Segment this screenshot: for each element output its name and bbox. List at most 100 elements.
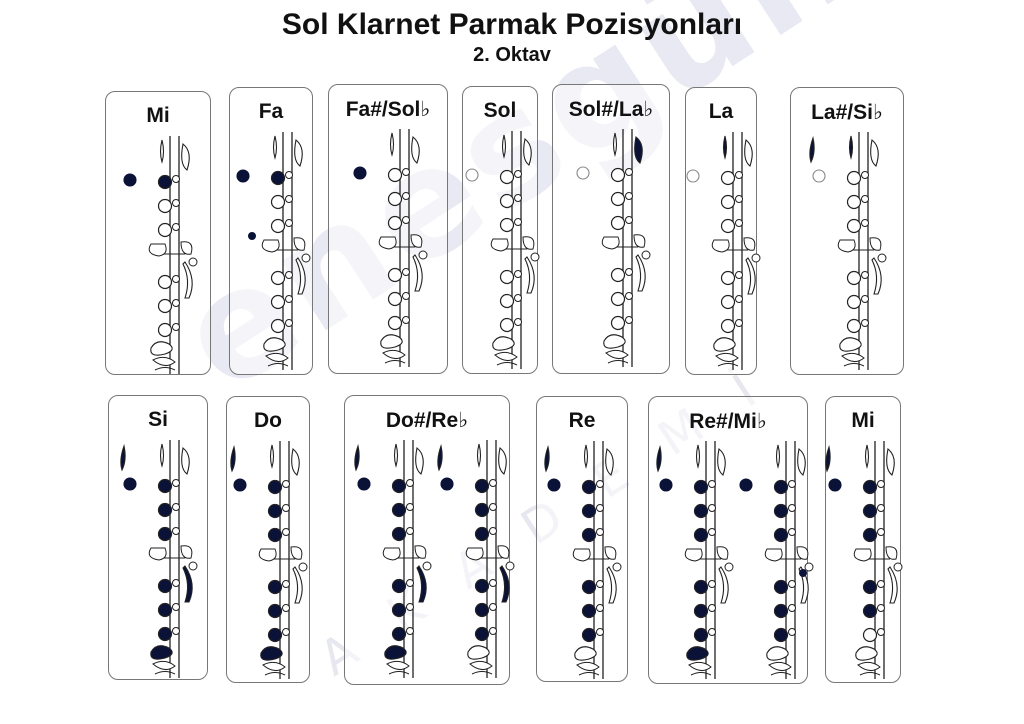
ring-key — [172, 503, 180, 511]
tone-hole-upper-3 — [157, 526, 173, 542]
trill-key — [612, 562, 622, 572]
thumb-hole — [233, 478, 247, 492]
tone-hole-upper-3 — [846, 218, 862, 234]
clarinet-diagram-1 — [825, 441, 903, 679]
tone-hole-lower-3 — [267, 627, 283, 643]
clarinet-diagram-1 — [230, 441, 308, 679]
note-label: Mi — [146, 104, 170, 127]
pinky-key-right — [386, 660, 410, 670]
thumb-hole — [123, 477, 137, 491]
ring-key — [861, 271, 869, 279]
note-label: Re#/Mi♭ — [689, 410, 767, 433]
trill-key — [188, 561, 198, 571]
trill-key — [530, 252, 540, 262]
tone-hole-lower-1 — [391, 578, 407, 594]
fingering-card: Do — [226, 396, 310, 683]
pinky-key-lower — [154, 671, 176, 675]
ring-key — [282, 528, 290, 536]
tone-hole-lower-3 — [581, 627, 597, 643]
ring-key — [402, 216, 410, 224]
pinky-key-right — [262, 661, 286, 671]
ring-key — [735, 219, 743, 227]
tone-hole-lower-1 — [693, 579, 709, 595]
right-side-key — [635, 254, 646, 292]
side-key-cluster — [410, 234, 423, 248]
note-label: Sol — [483, 99, 517, 122]
side-key-cluster — [261, 239, 280, 253]
right-side-key — [718, 566, 729, 604]
tone-hole-lower-3 — [610, 315, 626, 331]
fingering-card: Mi — [825, 396, 903, 683]
tone-hole-lower-2 — [720, 294, 736, 310]
ring-key — [788, 628, 796, 636]
side-key-cluster — [604, 546, 617, 560]
tone-hole-upper-1 — [387, 167, 403, 183]
tone-hole-upper-3 — [862, 527, 878, 543]
ring-key — [514, 318, 522, 326]
ring-key — [402, 316, 410, 324]
tone-hole-lower-3 — [846, 318, 862, 334]
tone-hole-upper-2 — [499, 193, 515, 209]
clarinet-diagram-1 — [353, 129, 428, 367]
tone-hole-upper-3 — [693, 527, 709, 543]
note-label: Sol#/La♭ — [568, 98, 654, 121]
tone-hole-upper-3 — [610, 215, 626, 231]
fingering-card: Fa — [229, 87, 313, 375]
ring-key — [282, 580, 290, 588]
clarinet-figure — [120, 440, 198, 678]
note-label: Do — [254, 409, 282, 432]
clarinet-diagram-1 — [544, 441, 622, 679]
fingering-card: Do#/Re♭ — [344, 395, 515, 685]
ring-key — [625, 292, 633, 300]
tone-hole-lower-1 — [610, 267, 626, 283]
thumb-hole — [686, 169, 700, 183]
ring-key — [596, 604, 604, 612]
side-key-cluster — [716, 546, 729, 560]
clarinet-diagram-1 — [354, 440, 432, 678]
pinky-key-lower — [388, 671, 410, 675]
tone-hole-upper-1 — [581, 479, 597, 495]
ring-key — [172, 323, 180, 331]
fingering-card: Mi — [105, 91, 211, 375]
thumb-hole — [357, 477, 371, 491]
side-key-cluster — [853, 548, 872, 562]
side-key-cluster — [382, 547, 401, 561]
clarinet-diagram-2 — [739, 441, 814, 679]
trill-key — [751, 253, 761, 263]
trill-key — [298, 562, 308, 572]
tone-hole-lower-3 — [157, 626, 173, 642]
tone-hole-upper-1 — [267, 479, 283, 495]
ring-key — [877, 504, 885, 512]
ring-key — [735, 319, 743, 327]
pinky-key-right — [605, 349, 629, 359]
ring-key — [735, 171, 743, 179]
ring-key — [489, 627, 497, 635]
right-side-key — [887, 566, 898, 604]
ring-key — [788, 528, 796, 536]
page-subtitle: 2. Oktav — [473, 44, 551, 66]
tone-hole-upper-2 — [474, 502, 490, 518]
register-key — [120, 443, 126, 472]
pinky-key-right — [469, 660, 493, 670]
tone-hole-lower-3 — [862, 627, 878, 643]
tone-hole-upper-3 — [773, 527, 789, 543]
a-key — [389, 132, 395, 157]
gsharp-key — [605, 448, 614, 476]
ring-key — [282, 604, 290, 612]
clarinet-diagram-1 — [656, 441, 734, 679]
ring-key — [172, 603, 180, 611]
ring-key — [172, 175, 180, 183]
register-key — [656, 444, 662, 473]
pinky-key-left — [467, 645, 490, 660]
gsharp-key — [411, 136, 420, 164]
ring-key — [172, 479, 180, 487]
note-label: Si — [148, 408, 168, 431]
side-key-cluster — [837, 239, 856, 253]
fingering-card: Fa#/Sol♭ — [328, 84, 448, 374]
clarinet-figure — [576, 129, 651, 367]
side-key-cluster — [764, 548, 783, 562]
trill-key — [418, 250, 428, 260]
ring-key — [489, 579, 497, 587]
gsharp-key — [797, 448, 806, 476]
note-label: Do#/Re♭ — [385, 409, 469, 432]
